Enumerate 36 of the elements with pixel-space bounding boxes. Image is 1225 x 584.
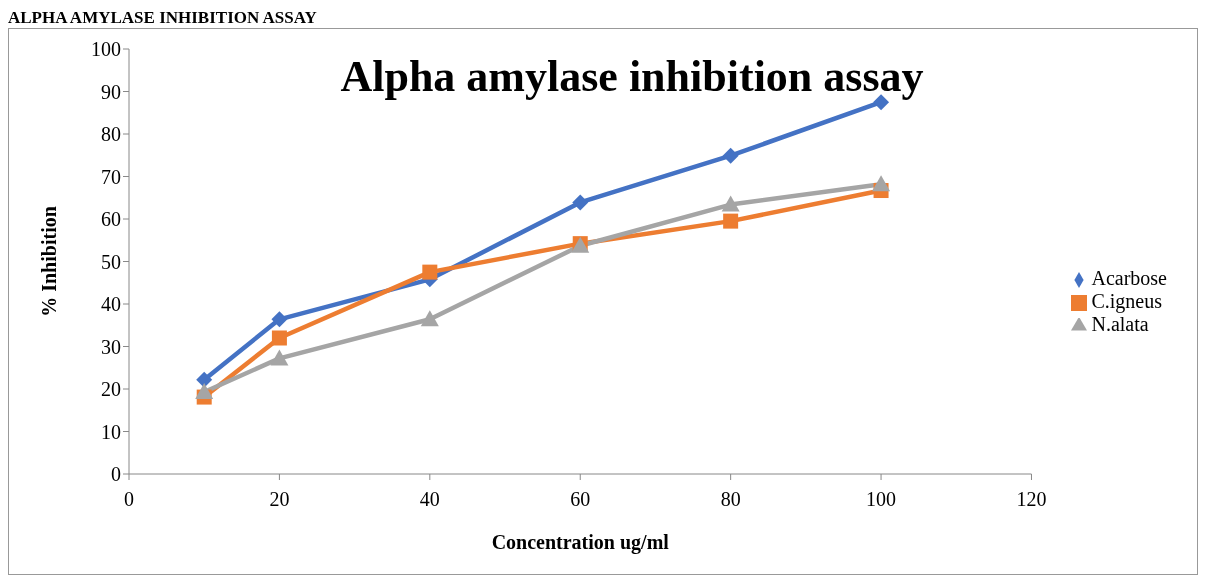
x-tick-label: 100 bbox=[866, 488, 897, 511]
point bbox=[422, 264, 438, 280]
point bbox=[196, 371, 213, 388]
y-tick-label: 70 bbox=[101, 165, 121, 188]
y-tick-label: 40 bbox=[101, 293, 121, 316]
point bbox=[572, 194, 589, 211]
point bbox=[271, 311, 288, 328]
x-tick-label: 120 bbox=[1016, 488, 1047, 511]
legend-label: C.igneus bbox=[1091, 290, 1163, 312]
y-axis-title: % Inhibition bbox=[38, 206, 61, 317]
chart-title: Alpha amylase inhibition assay bbox=[340, 52, 924, 101]
point bbox=[722, 147, 739, 164]
point bbox=[271, 330, 287, 346]
y-tick-label: 20 bbox=[101, 378, 121, 401]
x-tick-label: 60 bbox=[570, 488, 591, 511]
point bbox=[872, 175, 891, 192]
x-tick-label: 20 bbox=[269, 488, 290, 511]
x-axis-title: Concentration ug/ml bbox=[491, 531, 670, 554]
y-tick-label: 80 bbox=[101, 123, 121, 146]
legend-label: N.alata bbox=[1091, 313, 1149, 335]
point bbox=[270, 349, 289, 366]
y-tick-label: 50 bbox=[101, 250, 121, 273]
x-tick-label: 40 bbox=[419, 488, 440, 511]
point bbox=[420, 310, 439, 327]
y-tick-label: 60 bbox=[101, 208, 121, 231]
y-tick-label: 100 bbox=[91, 38, 121, 61]
y-tick-label: 30 bbox=[101, 335, 121, 358]
point bbox=[721, 195, 740, 212]
point bbox=[723, 213, 739, 229]
x-tick-label: 80 bbox=[720, 488, 741, 511]
legend-label: Acarbose bbox=[1091, 267, 1167, 289]
y-tick-label: 90 bbox=[101, 80, 121, 103]
point bbox=[195, 382, 214, 399]
y-tick-label: 0 bbox=[111, 463, 121, 486]
y-tick-label: 10 bbox=[101, 420, 121, 443]
text: ALPHA AMYLASE INHIBITION ASSAY bbox=[8, 8, 318, 28]
